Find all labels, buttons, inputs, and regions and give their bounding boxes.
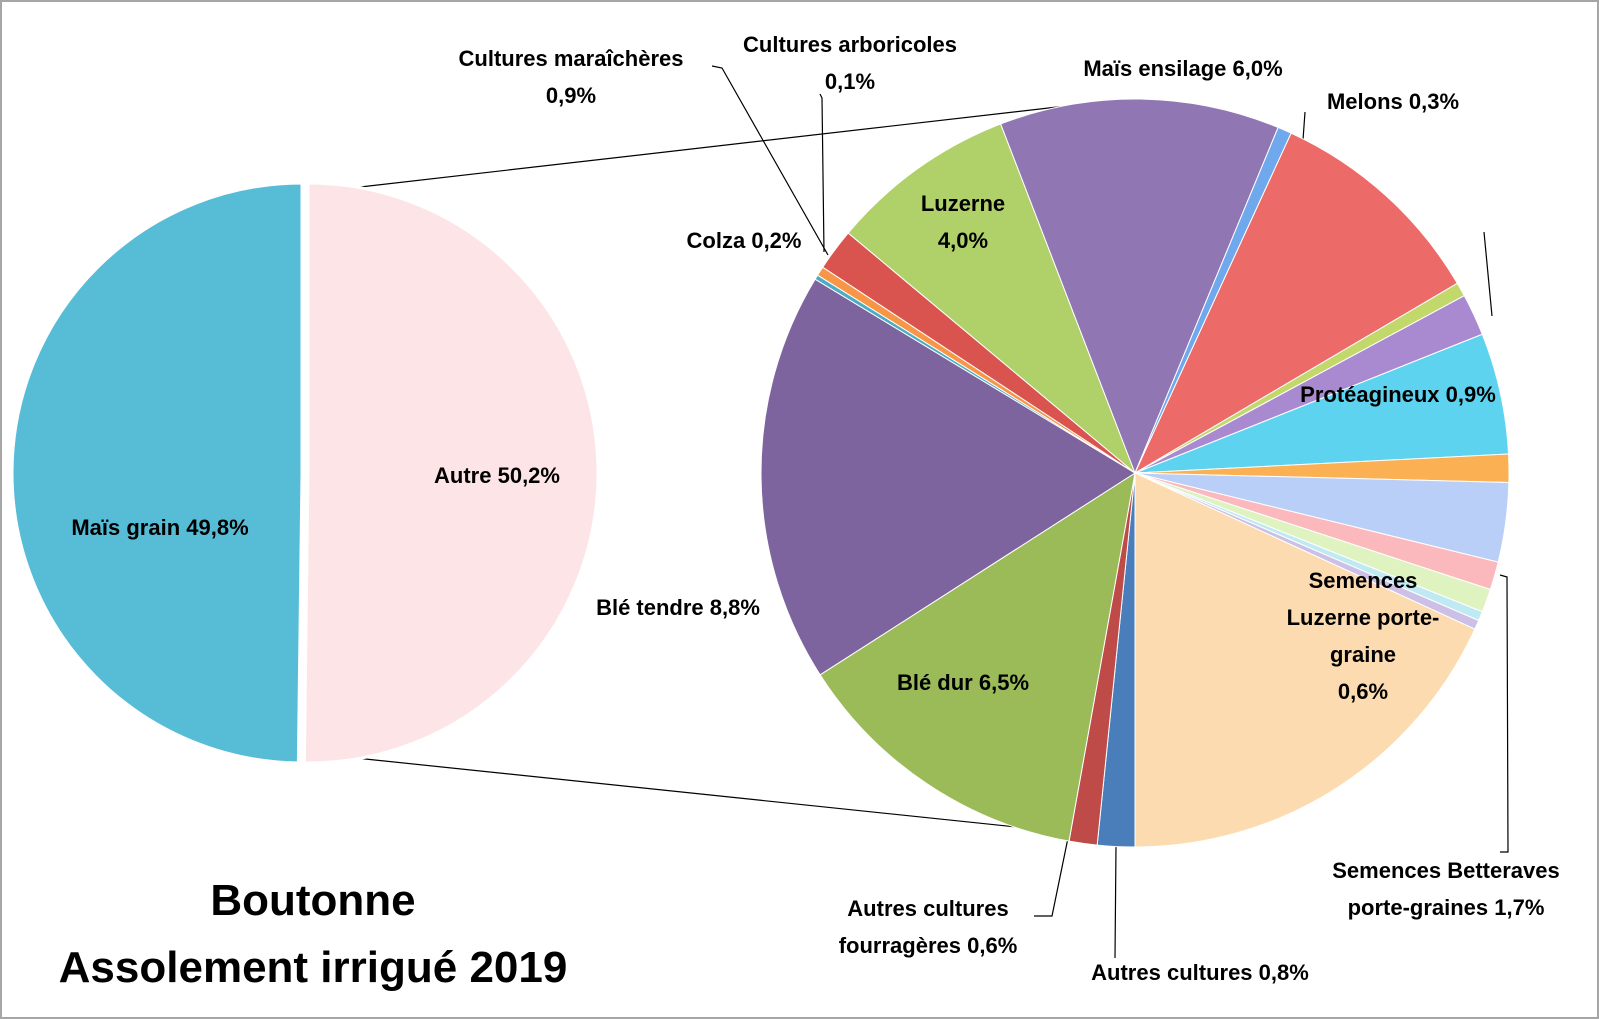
slice-label: Colza 0,2% bbox=[644, 222, 844, 259]
slice-label: Cultures maraîchères 0,9% bbox=[421, 40, 721, 114]
slice-name: Autres cultures fourragères bbox=[838, 896, 1009, 958]
slice-name: Maïs ensilage bbox=[1083, 56, 1227, 81]
slice-value: 0,6% bbox=[967, 933, 1018, 958]
slice-label: Blé tendre 8,8% bbox=[528, 589, 828, 626]
slice-value: 0,6% bbox=[1337, 679, 1389, 704]
slice-name: Semences Luzerne porte-graine bbox=[1286, 568, 1440, 667]
leader-line bbox=[1499, 574, 1509, 853]
slice-label: Semences Betteraves porte-graines 1,7% bbox=[1330, 852, 1562, 926]
slice-value: 6,0% bbox=[1232, 56, 1283, 81]
slice-value: 50,2% bbox=[497, 463, 560, 488]
slice-label: Semences Luzerne porte-graine 0,6% bbox=[1268, 562, 1458, 710]
slice-value: 0,9% bbox=[1445, 382, 1496, 407]
slice-value: 0,1% bbox=[824, 69, 876, 94]
leader-line bbox=[1302, 111, 1306, 141]
connector-line bbox=[307, 752, 1046, 831]
pie-slice bbox=[847, 123, 1137, 475]
slice-value: 1,7% bbox=[1494, 895, 1545, 920]
slice-value: 49,8% bbox=[186, 515, 249, 540]
slice-label: Autres cultures 0,8% bbox=[1000, 954, 1400, 991]
slice-value: 0,8% bbox=[1258, 960, 1309, 985]
leader-line bbox=[711, 65, 829, 256]
slice-label: Protéagineux 0,9% bbox=[1278, 376, 1518, 413]
leader-line bbox=[1034, 837, 1069, 917]
chart-subtitle: Assolement irrigué 2019 bbox=[59, 943, 568, 992]
slice-name: Protéagineux bbox=[1300, 382, 1440, 407]
slice-value: 4,0% bbox=[937, 228, 989, 253]
slice-name: Cultures arboricoles bbox=[743, 32, 957, 57]
slice-label: Cultures arboricoles 0,1% bbox=[720, 26, 980, 100]
pie-slice bbox=[760, 278, 1136, 676]
slice-name: Luzerne bbox=[920, 191, 1006, 216]
slice-name: Blé tendre bbox=[596, 595, 704, 620]
leader-line bbox=[1483, 231, 1493, 317]
slice-name: Cultures maraîchères bbox=[458, 46, 684, 71]
pie-slice bbox=[1134, 472, 1476, 848]
slice-label: Autres cultures fourragères 0,6% bbox=[828, 890, 1028, 964]
slice-value: 0,2% bbox=[751, 228, 802, 253]
slice-label: Maïs ensilage 6,0% bbox=[1023, 50, 1343, 87]
slice-value: 6,5% bbox=[978, 670, 1030, 695]
pie-slice bbox=[302, 181, 600, 765]
slice-value: 8,8% bbox=[709, 595, 760, 620]
slice-name: Melons bbox=[1326, 89, 1403, 114]
slice-name: Blé dur bbox=[896, 670, 973, 695]
slice-value: 0,9% bbox=[545, 83, 597, 108]
slice-label: Blé dur 6,5% bbox=[813, 664, 1113, 701]
slice-name: Autres cultures bbox=[1091, 960, 1253, 985]
slice-label: Autre 50,2% bbox=[347, 457, 647, 494]
slice-name: Autre bbox=[434, 463, 492, 488]
slice-name: Semences Betteraves porte-graines bbox=[1332, 858, 1560, 920]
pie-slice bbox=[1000, 98, 1279, 475]
connector-line bbox=[307, 102, 1093, 194]
pie-slice bbox=[1133, 132, 1458, 475]
pie-slice bbox=[819, 471, 1136, 842]
slice-label: Maïs grain 49,8% bbox=[10, 509, 310, 546]
pie-slice bbox=[10, 181, 304, 765]
chart-title: Boutonne bbox=[210, 876, 415, 925]
slice-value: 0,3% bbox=[1408, 89, 1460, 114]
slice-name: Maïs grain bbox=[71, 515, 181, 540]
leader-line bbox=[1114, 845, 1117, 959]
slice-label: Luzerne 4,0% bbox=[888, 185, 1038, 259]
leader-line bbox=[819, 93, 825, 253]
slice-name: Colza bbox=[686, 228, 746, 253]
slice-label: Melons 0,3% bbox=[1283, 83, 1503, 120]
